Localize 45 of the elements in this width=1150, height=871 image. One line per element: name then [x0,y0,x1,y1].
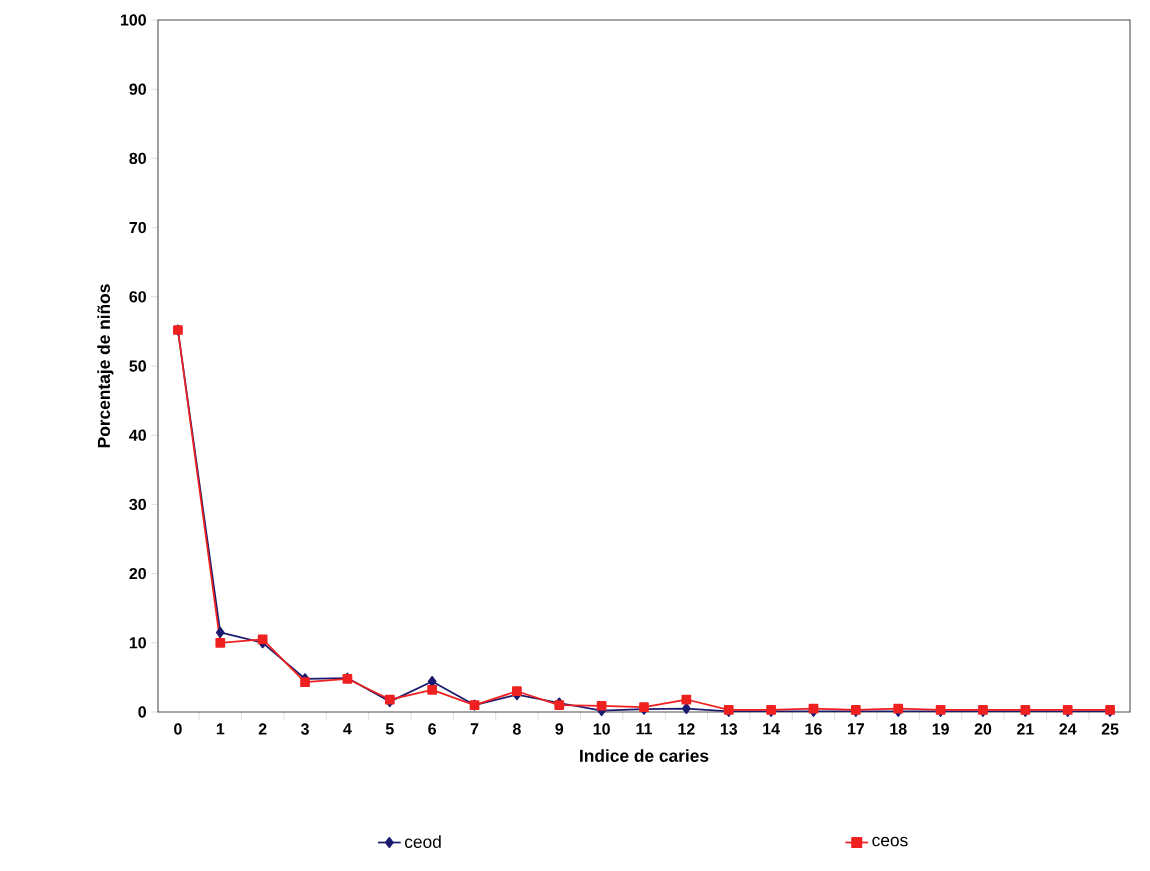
point [300,677,310,688]
x-tick-label: 4 [343,723,352,735]
x-tick-label: 2 [258,723,267,735]
y-tick-label: 40 [129,429,146,441]
legend-label: ceos [872,836,908,847]
x-tick-label: 10 [593,723,610,735]
y-tick-label: 60 [129,291,146,303]
x-tick-label: 25 [1101,723,1119,735]
y-tick-label: 70 [129,221,146,234]
x-tick-label: 11 [636,723,653,735]
point [215,626,225,638]
x-tick-label: 19 [932,723,949,735]
x-tick-label: 9 [555,723,564,735]
y-tick-label: 10 [129,637,146,649]
legend-label: ceod [404,835,441,848]
x-tick-label: 13 [720,723,738,735]
point [257,634,268,645]
y-tick-label: 50 [129,360,146,372]
y-tick-label: 30 [129,498,146,511]
x-tick-label: 3 [300,723,309,735]
x-tick-label: 0 [174,723,182,735]
y-tick-label: 80 [129,152,146,165]
point [215,637,226,648]
x-axis-title: Indice de caries [580,749,709,762]
y-tick-label: 0 [138,706,146,718]
x-tick-label: 24 [1059,723,1077,735]
y-tick-label: 90 [129,83,146,95]
x-tick-label: 5 [385,723,394,735]
point [512,686,522,697]
x-tick-label: 18 [890,723,907,735]
x-tick-label: 1 [216,723,225,735]
x-tick-label: 20 [974,723,992,735]
x-tick-label: 12 [678,723,695,735]
x-tick-label: 16 [805,723,822,735]
y-tick-label: 20 [129,567,146,580]
x-tick-label: 14 [763,723,780,735]
x-tick-label: 7 [470,723,479,735]
point [427,684,438,695]
y-tick-label: 100 [120,14,146,26]
x-tick-label: 21 [1017,723,1034,735]
point [596,700,607,711]
x-tick-label: 8 [512,723,521,735]
x-tick-label: 17 [847,723,865,735]
y-axis-title: Porcentaje de niños [97,284,114,448]
x-tick-label: 6 [428,723,437,735]
